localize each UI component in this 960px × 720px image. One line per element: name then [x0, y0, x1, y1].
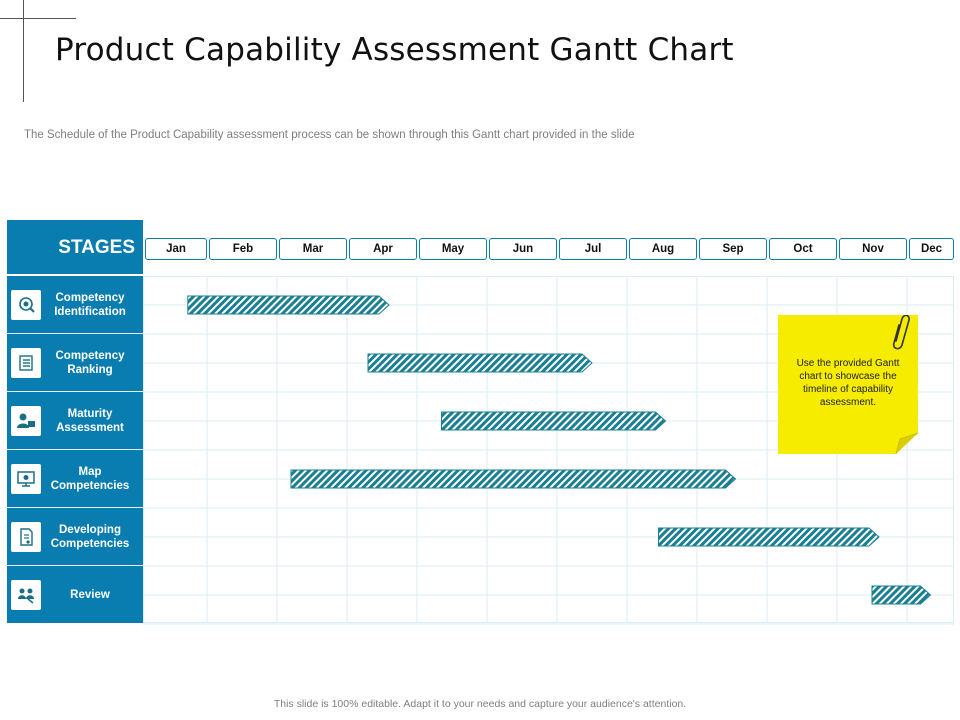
- month-label: Oct: [769, 238, 837, 260]
- month-label: May: [419, 238, 487, 260]
- month-label: Aug: [629, 238, 697, 260]
- gantt-bar: [441, 411, 667, 431]
- stage-row: Competency Identification: [7, 276, 143, 334]
- corner-line-horizontal: [0, 18, 76, 19]
- sticky-note-text: Use the provided Gantt chart to showcase…: [796, 358, 900, 408]
- page-title: Product Capability Assessment Gantt Char…: [55, 32, 734, 68]
- gantt-bar: [187, 295, 390, 315]
- month-label: Jul: [559, 238, 627, 260]
- stage-row: Map Competencies: [7, 450, 143, 508]
- month-label: Jan: [145, 238, 207, 260]
- month-label: Jun: [489, 238, 557, 260]
- stages-column: STAGES Competency Identification Competen…: [7, 220, 143, 623]
- stage-label: Review: [70, 589, 110, 601]
- month-label: Mar: [279, 238, 347, 260]
- month-label: Apr: [349, 238, 417, 260]
- document-icon: [11, 522, 41, 552]
- stage-label: Maturity Assessment: [56, 408, 124, 434]
- footer-note: This slide is 100% editable. Adapt it to…: [273, 698, 687, 710]
- paperclip-icon: [892, 315, 910, 350]
- stages-header-label: STAGES: [58, 237, 135, 258]
- stage-label: Competency Ranking: [55, 350, 125, 376]
- gantt-bar: [367, 353, 593, 373]
- sticky-note: Use the provided Gantt chart to showcase…: [778, 315, 918, 454]
- target-icon: [11, 290, 41, 320]
- stage-label: Map Competencies: [50, 466, 130, 492]
- gantt-bar: [658, 527, 880, 547]
- stage-row: Developing Competencies: [7, 508, 143, 566]
- page-subtitle: The Schedule of the Product Capability a…: [24, 129, 635, 141]
- stages-header: STAGES: [7, 220, 143, 276]
- user-card-icon: [11, 406, 41, 436]
- stage-row: Maturity Assessment: [7, 392, 143, 450]
- monitor-icon: [11, 464, 41, 494]
- gantt-bar: [290, 469, 737, 489]
- team-icon: [11, 580, 41, 610]
- stage-label: Competency Identification: [54, 292, 126, 318]
- list-icon: [11, 348, 41, 378]
- corner-line-vertical: [23, 0, 24, 102]
- month-label: Dec: [909, 238, 954, 260]
- month-label: Nov: [839, 238, 907, 260]
- stage-label: Developing Competencies: [50, 524, 130, 550]
- stage-row: Review: [7, 566, 143, 624]
- stage-row: Competency Ranking: [7, 334, 143, 392]
- month-label: Sep: [699, 238, 767, 260]
- month-label: Feb: [209, 238, 277, 260]
- gantt-bar: [871, 585, 932, 605]
